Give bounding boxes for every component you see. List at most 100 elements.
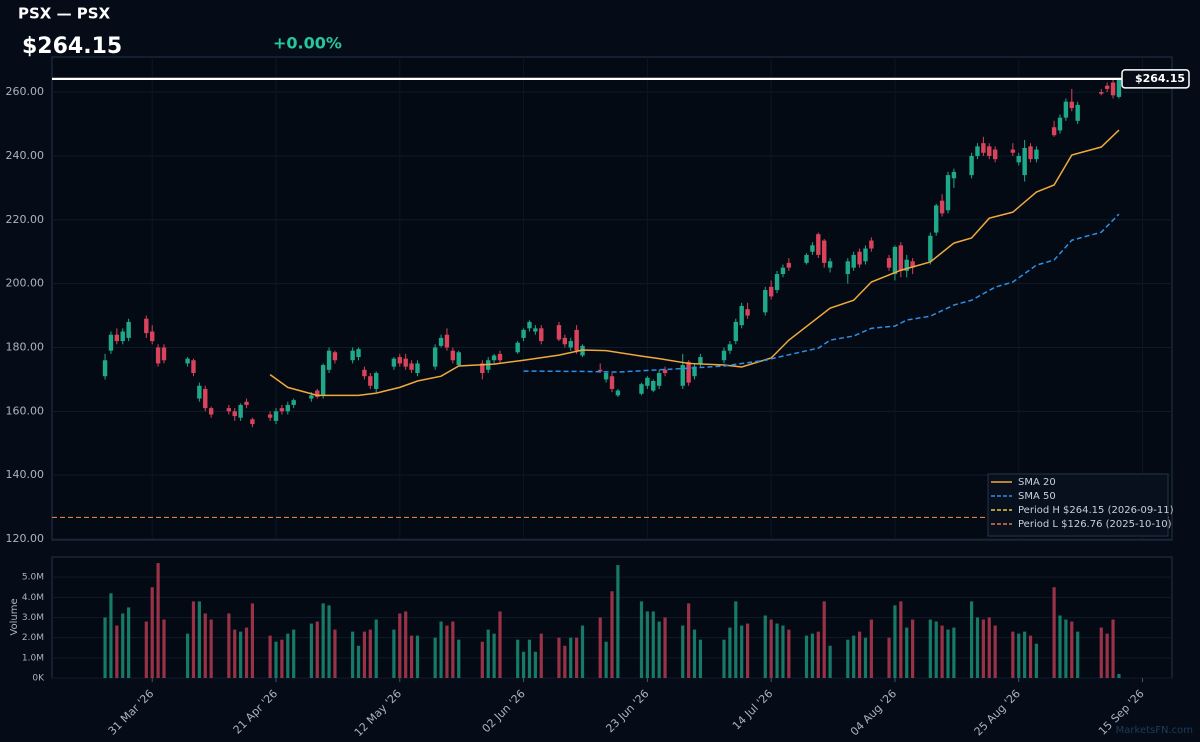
volume-bar [816,631,820,678]
candle-body [1075,104,1080,121]
candle-body [851,254,856,268]
candle-body [1057,117,1063,131]
candle-body [362,369,367,377]
volume-bar [981,619,985,678]
volume-bar [804,635,809,678]
candle-body [527,321,532,329]
volume-bar [1023,631,1027,678]
legend-label: SMA 50 [1018,491,1056,502]
volume-bar [722,639,726,678]
volume-bar [286,633,290,678]
candle-body [975,146,980,156]
candle-body [827,261,833,268]
volume-bar [969,601,974,678]
price-label: $264.15 [22,34,122,59]
candle-body [415,363,420,374]
watermark: MarketsFN.com [1116,725,1193,736]
volume-bar [368,629,372,678]
candle-body [309,395,314,399]
candle-body [273,411,279,421]
candle-body [102,360,108,377]
candle-body [727,344,733,351]
candle-body [904,259,909,271]
volume-bar [687,603,691,678]
volume-bar [987,617,991,678]
volume-tick-label: 4.0M [22,593,44,603]
y-tick-label: 240.00 [6,149,45,162]
candle-body [686,361,691,383]
volume-bar [103,617,107,678]
candle-body [603,373,609,380]
candle-body [397,357,402,364]
volume-bar [569,637,573,678]
volume-bar [1099,627,1103,678]
x-tick-label: 02 Jun '26 [480,687,528,735]
candle-body [969,155,974,176]
price-panel [51,56,1173,541]
candle-body [1016,155,1021,163]
volume-bar [280,639,284,678]
volume-bar [162,619,166,678]
volume-bar [728,627,732,678]
volume-bar [185,633,190,678]
candle-body [1069,101,1074,109]
volume-bar [775,623,779,678]
candle-body [680,365,685,386]
candle-body [161,347,167,361]
volume-bar [952,627,956,678]
candle-body [438,337,444,346]
candle-body [992,149,998,160]
volume-bar [604,641,608,678]
volume-bar [533,651,537,678]
candle-body [910,261,915,268]
volume-bar [516,639,520,678]
volume-bar [928,619,932,678]
volume-bar [1117,673,1121,678]
volume-bar [828,645,832,678]
candle-body [450,350,456,361]
candle-body [733,321,738,342]
candle-body [456,352,461,366]
candle-body [191,360,196,374]
candle-body [639,384,644,394]
volume-bar [1058,615,1062,678]
change-label: +0.00% [273,34,342,53]
volume-bar [781,625,785,678]
volume-bar [869,619,873,678]
candle-body [816,234,821,255]
volume-bar [645,611,649,678]
candle-body [822,240,827,263]
candle-body [698,357,703,364]
volume-bar [610,591,614,678]
candle-body [863,248,868,262]
candle-body [1010,149,1016,153]
candle-body [945,175,951,211]
volume-bar [598,617,602,678]
candle-body [1104,85,1110,89]
candle-body [645,377,650,386]
candle-body [515,342,520,353]
volume-bar [268,635,272,678]
candle-body [763,290,768,313]
candle-body [780,267,786,275]
volume-bar [439,621,443,678]
volume-bar [1011,631,1015,678]
candle-body [721,350,727,361]
volume-bar [156,563,160,678]
volume-bar [1111,619,1115,678]
volume-bar [893,605,897,678]
x-tick-label: 04 Aug '26 [848,687,899,738]
volume-bar [940,625,944,678]
candle-body [898,245,904,271]
volume-bar [121,613,125,678]
candle-body [114,334,120,342]
candle-body [562,337,568,345]
candle-body [368,376,373,386]
candle-body [786,262,792,268]
volume-bar [769,619,773,678]
volume-bar [398,613,402,678]
volume-bar [651,611,655,678]
candle-body [662,369,668,374]
volume-bar [374,619,378,678]
candle-body [651,380,656,391]
